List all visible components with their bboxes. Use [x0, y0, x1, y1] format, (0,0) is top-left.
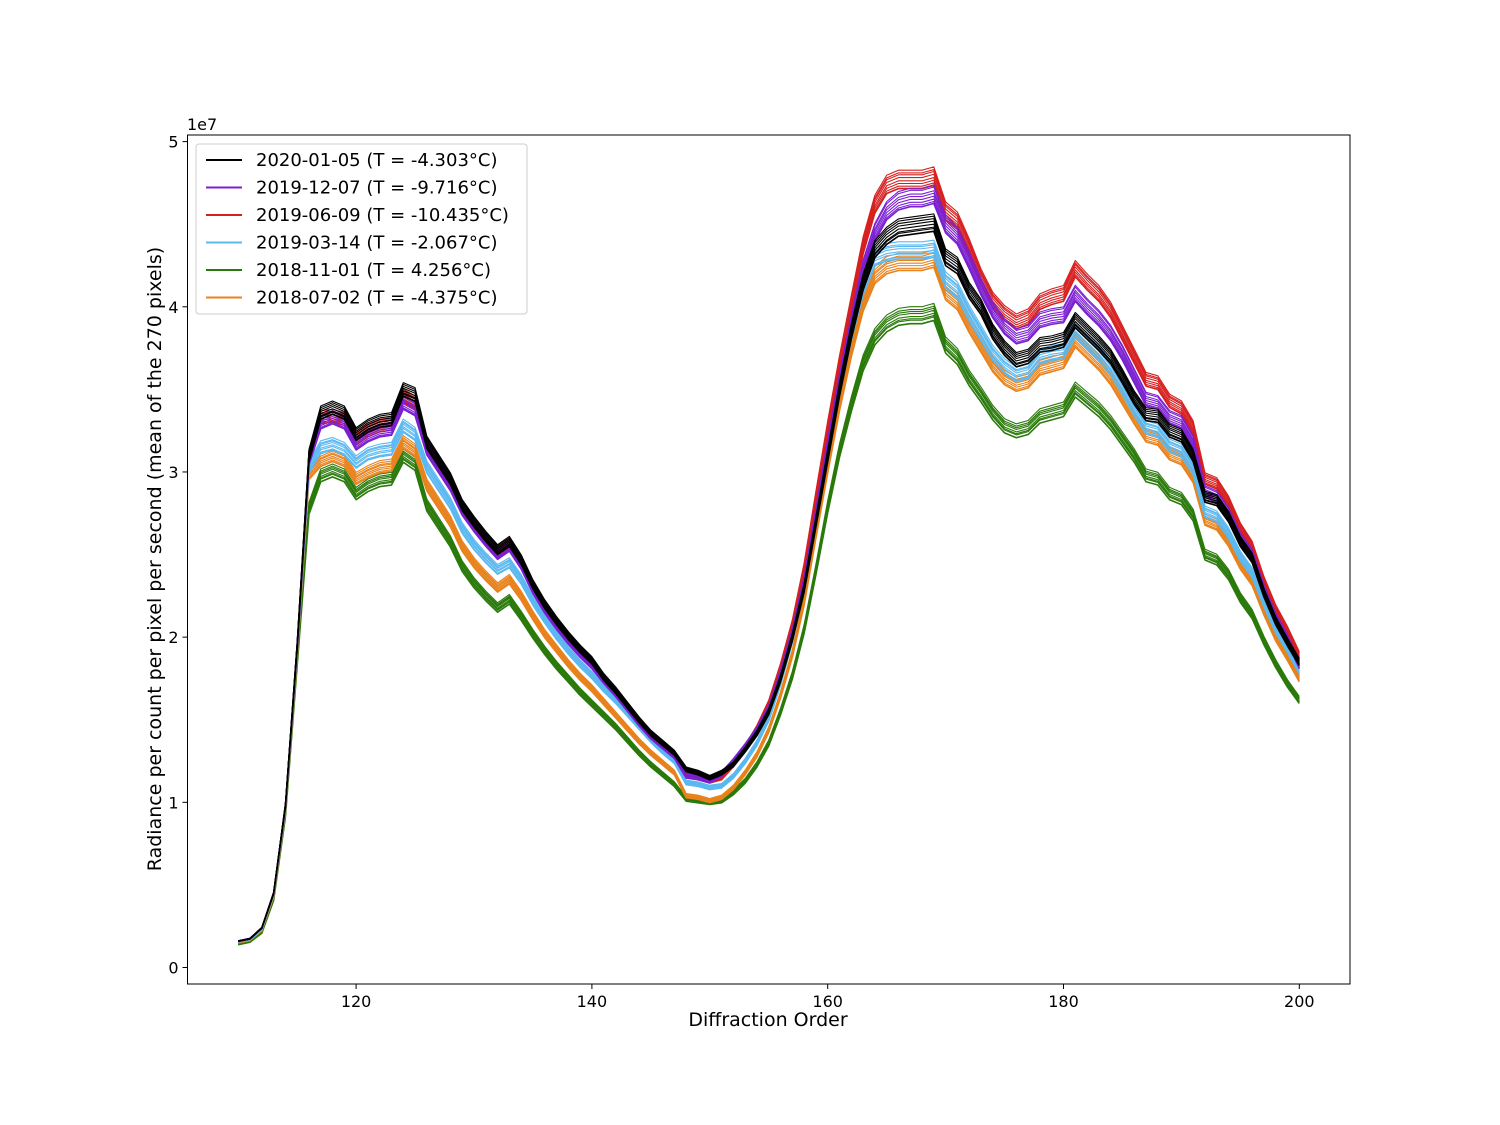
legend: 2020-01-05 (T = -4.303°C) 2019-12-07 (T =… [195, 143, 528, 315]
y-tick-label: 1 [168, 793, 178, 812]
x-tick-label: 180 [1048, 992, 1079, 1011]
plot-frame [187, 134, 1351, 985]
legend-items: 2020-01-05 (T = -4.303°C) 2019-12-07 (T =… [206, 150, 509, 309]
legend-box [195, 143, 528, 315]
y-axis-label: Radiance per count per pixel per second … [144, 247, 166, 871]
series-5-line [238, 319, 1300, 946]
y-tick-label: 4 [168, 298, 178, 317]
y-axis: 0 1 2 3 4 5 [168, 133, 188, 977]
y-tick-label: 2 [168, 628, 178, 647]
series-1-line [238, 213, 1300, 942]
legend-label: 2018-11-01 (T = 4.256°C) [256, 260, 491, 281]
series-1 [238, 213, 1300, 943]
y-tick-label: 3 [168, 463, 178, 482]
legend-label: 2018-07-02 (T = -4.375°C) [256, 288, 498, 309]
legend-label: 2020-01-05 (T = -4.303°C) [256, 150, 498, 171]
y-scale-label: 1e7 [187, 115, 217, 134]
x-axis-label: Diffraction Order [688, 1009, 848, 1031]
x-tick-label: 160 [812, 992, 843, 1011]
y-tick-label: 0 [168, 958, 178, 977]
legend-label: 2019-06-09 (T = -10.435°C) [256, 205, 509, 226]
x-axis: 120 140 160 180 200 [341, 984, 1315, 1011]
legend-label: 2019-03-14 (T = -2.067°C) [256, 233, 498, 254]
y-tick-label: 5 [168, 133, 178, 152]
series-layer [238, 166, 1301, 946]
x-tick-label: 120 [341, 992, 372, 1011]
x-tick-label: 140 [577, 992, 608, 1011]
series-6 [238, 249, 1300, 944]
legend-label: 2019-12-07 (T = -9.716°C) [256, 178, 498, 199]
x-tick-label: 200 [1284, 992, 1315, 1011]
